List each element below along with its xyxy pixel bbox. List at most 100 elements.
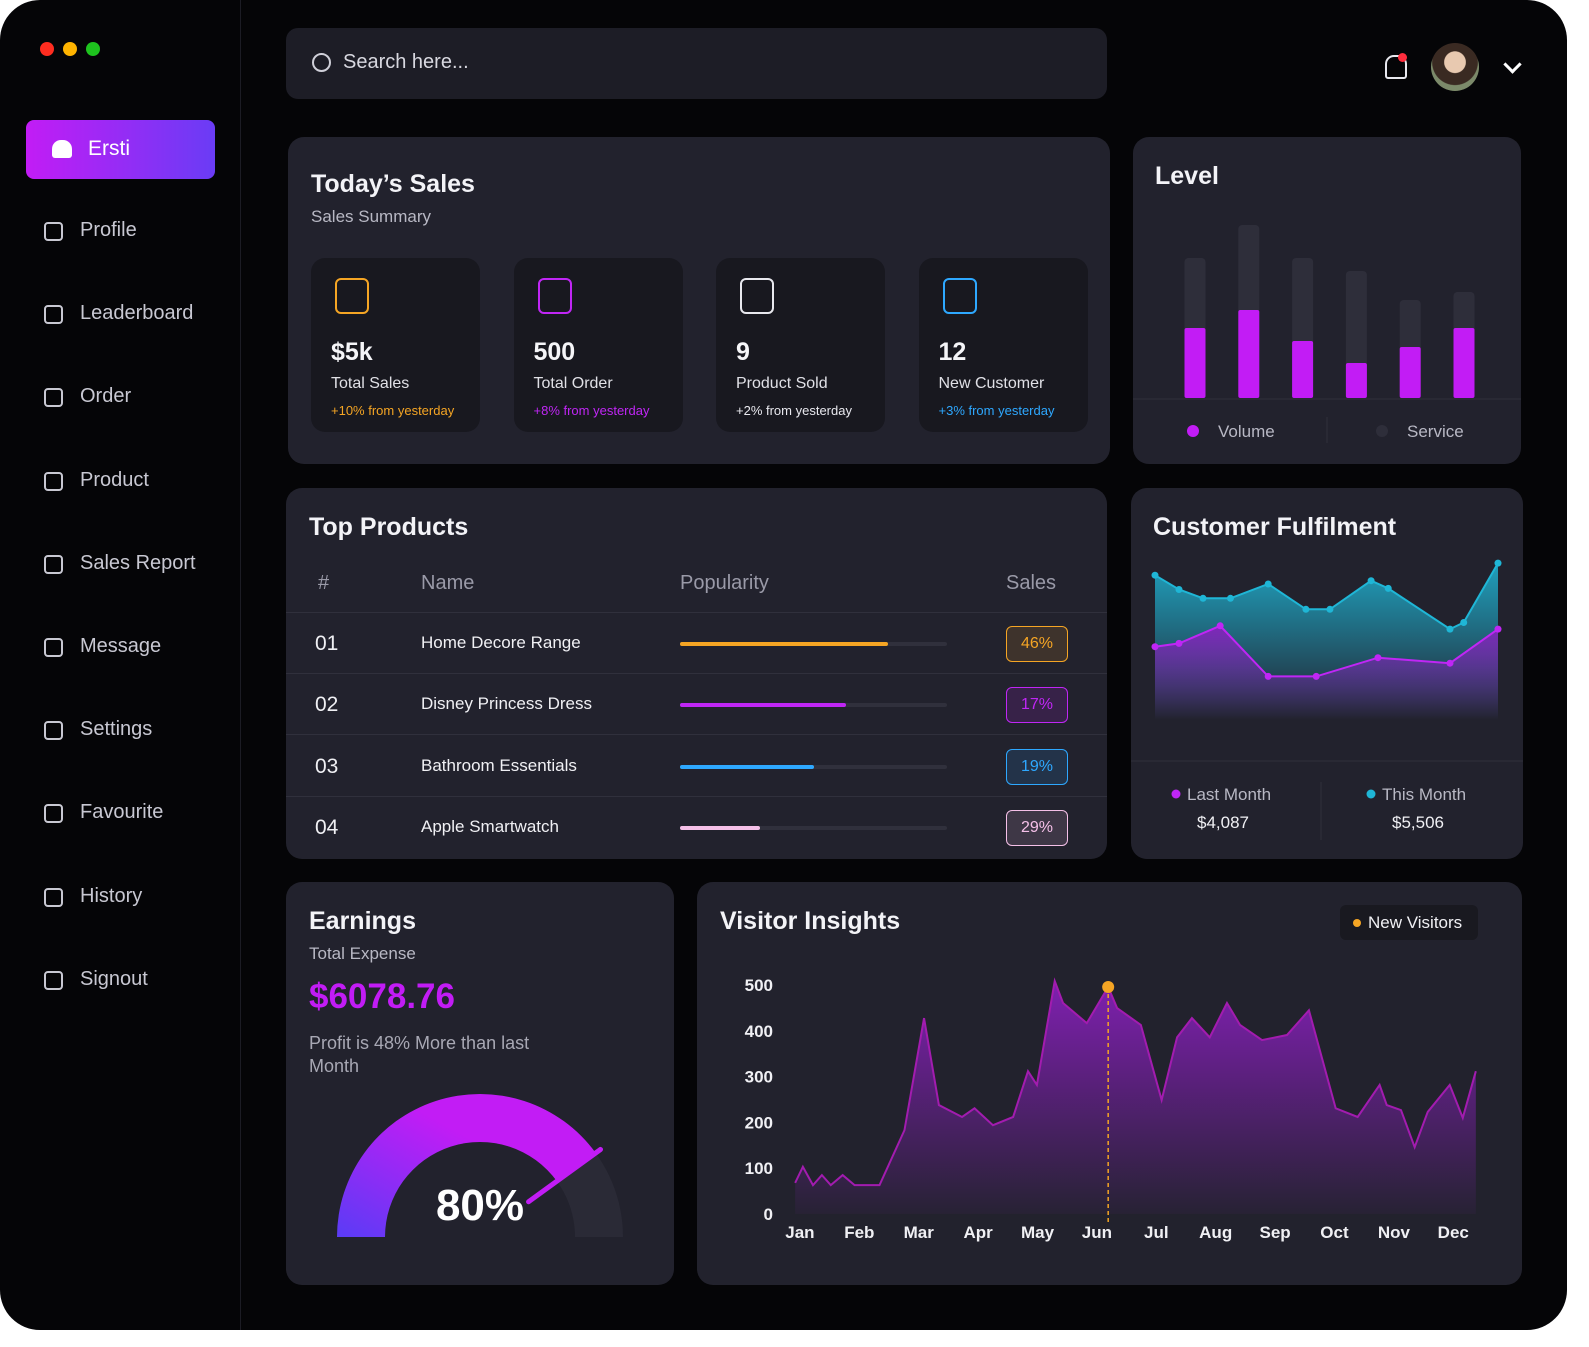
column-header: #	[318, 572, 330, 594]
search-bar[interactable]: Search here...	[286, 28, 1107, 99]
stat-value: $5k	[331, 338, 373, 366]
x-tick-label: Aug	[1199, 1223, 1232, 1242]
legend-total: $4,087	[1197, 813, 1249, 832]
highlight-point	[1102, 980, 1115, 993]
sales-stat-card: 12 New Customer +3% from yesterday	[918, 258, 1088, 432]
card-subtitle: Total Expense	[309, 944, 416, 963]
card-title: Customer Fulfilment	[1153, 513, 1397, 541]
menu-label: Sales Report	[80, 551, 196, 574]
menu-item[interactable]: Favourite	[30, 791, 220, 835]
popularity-bar	[680, 642, 889, 646]
menu-label: Settings	[80, 718, 153, 741]
bar	[1399, 347, 1421, 398]
y-tick-label: 200	[745, 1113, 773, 1132]
card-subtitle: Sales Summary	[311, 207, 431, 226]
menu-icon	[44, 554, 63, 574]
menu-item[interactable]: Settings	[30, 708, 220, 752]
legend-label: Volume	[1218, 422, 1275, 441]
active-menu-item[interactable]: Ersti	[26, 120, 215, 179]
menu-label: Product	[80, 468, 149, 491]
search-placeholder: Search here...	[343, 51, 469, 73]
legend-total: $5,506	[1392, 813, 1444, 832]
point	[1326, 605, 1334, 613]
menu-item[interactable]: History	[30, 875, 220, 919]
home-icon	[52, 140, 72, 158]
card-title: Top Products	[309, 513, 469, 541]
stat-label: Total Order	[533, 375, 613, 392]
user-avatar[interactable]	[1431, 43, 1479, 91]
menu-icon	[44, 804, 63, 824]
popularity-track	[680, 826, 947, 830]
menu-item[interactable]: Signout	[30, 958, 220, 1002]
point	[1175, 586, 1183, 593]
legend-swatch	[1187, 425, 1199, 437]
menu-item[interactable]: Message	[30, 625, 220, 669]
bar	[1292, 341, 1314, 398]
column-header: Name	[421, 572, 475, 594]
bar	[1184, 328, 1206, 398]
row-divider	[286, 673, 1107, 674]
stat-change: +10% from yesterday	[331, 403, 455, 418]
stat-label: New Customer	[938, 375, 1045, 392]
legend-label: Last Month	[1187, 785, 1271, 804]
legend-label: This Month	[1382, 785, 1466, 804]
stat-value: 500	[533, 338, 576, 366]
popularity-bar	[680, 703, 846, 707]
point	[1264, 580, 1272, 588]
point	[1264, 672, 1272, 680]
sidebar-divider	[240, 0, 241, 1330]
row-rank: 04	[315, 816, 339, 839]
x-tick-label: Jul	[1144, 1223, 1169, 1242]
row-rank: 03	[315, 755, 339, 778]
column-header: Sales	[1006, 572, 1057, 594]
y-tick-label: 300	[745, 1068, 773, 1087]
x-tick-label: Sep	[1259, 1223, 1290, 1242]
window-maximize[interactable]	[86, 42, 100, 56]
x-tick-label: Nov	[1378, 1223, 1411, 1242]
x-tick-label: Feb	[844, 1223, 874, 1242]
point	[1226, 594, 1234, 602]
menu-item[interactable]: Leaderboard	[30, 292, 220, 336]
menu-label: Signout	[80, 967, 148, 990]
row-divider	[286, 612, 1107, 613]
x-tick-label: Dec	[1438, 1223, 1469, 1242]
popularity-bar	[680, 826, 761, 830]
x-tick-label: May	[1021, 1223, 1055, 1242]
legend-swatch	[1353, 919, 1361, 927]
menu-item[interactable]: Product	[30, 459, 220, 503]
sales-stat-card: $5k Total Sales +10% from yesterday	[311, 258, 480, 432]
sales-stat-card: 500 Total Order +8% from yesterday	[513, 258, 683, 432]
menu-label: History	[80, 884, 143, 907]
window-minimize[interactable]	[63, 42, 77, 56]
y-tick-label: 500	[745, 976, 773, 995]
point	[1494, 559, 1502, 567]
menu-icon	[44, 388, 63, 408]
stat-label: Product Sold	[736, 375, 828, 392]
menu-item[interactable]: Order	[30, 375, 220, 419]
x-tick-label: Jan	[785, 1223, 814, 1242]
x-tick-label: Mar	[904, 1223, 935, 1242]
search-icon	[312, 53, 331, 72]
window-close[interactable]	[40, 42, 54, 56]
point	[1374, 654, 1382, 662]
y-tick-label: 0	[764, 1205, 773, 1224]
point	[1367, 577, 1375, 585]
notification-bell[interactable]	[1385, 55, 1407, 79]
menu-item[interactable]: Profile	[30, 209, 220, 253]
bar	[1238, 310, 1260, 398]
sales-badge: 17%	[1006, 687, 1068, 723]
stat-change: +3% from yesterday	[938, 403, 1055, 418]
menu-label: Favourite	[80, 801, 164, 824]
product-name: Bathroom Essentials	[421, 756, 577, 775]
row-divider	[286, 734, 1107, 735]
stat-icon	[740, 278, 774, 314]
sales-stat-card: 9 Product Sold +2% from yesterday	[716, 258, 885, 432]
app-window: Ersti Search here... Today’s Sales Sales…	[0, 0, 1567, 1330]
menu-label: Message	[80, 635, 162, 657]
product-name: Disney Princess Dress	[421, 694, 592, 713]
point	[1199, 594, 1207, 602]
point	[1446, 625, 1454, 633]
menu-item[interactable]: Sales Report	[30, 542, 220, 586]
menu-icon	[44, 970, 63, 990]
point	[1446, 659, 1454, 667]
